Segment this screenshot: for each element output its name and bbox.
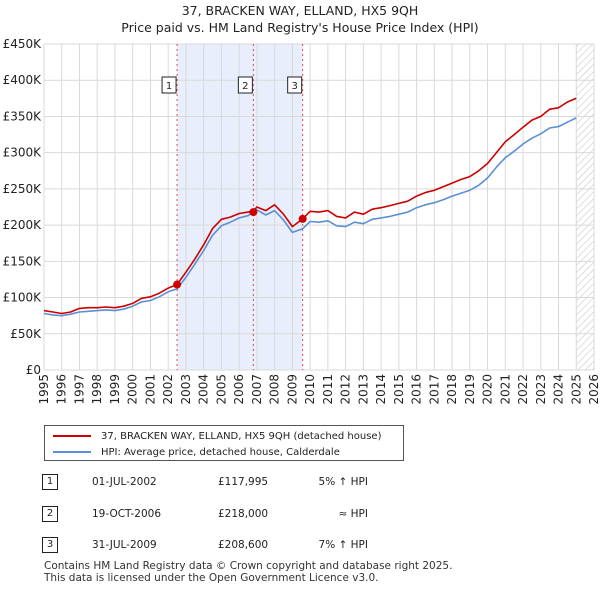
x-tick-label: 2025 (569, 374, 583, 405)
x-tick-label: 2006 (232, 374, 246, 405)
y-tick-label: £300K (3, 146, 43, 160)
transaction-marker (249, 208, 258, 217)
x-tick-label: 2017 (427, 374, 441, 405)
y-tick-label: £150K (3, 254, 43, 268)
x-tick-label: 2008 (268, 374, 282, 405)
legend: 37, BRACKEN WAY, ELLAND, HX5 9QH (detach… (44, 425, 404, 461)
x-tick-label: 2020 (481, 374, 495, 405)
transaction-row: 1 01-JUL-2002 £117,995 5% ↑ HPI (42, 474, 382, 492)
transaction-box (237, 76, 253, 94)
plot-area (44, 44, 594, 370)
y-tick-label: £0 (26, 363, 41, 377)
transaction-box (287, 76, 303, 94)
transaction-price: £117,995 (218, 476, 269, 488)
x-tick-label: 2016 (410, 374, 424, 405)
transaction-hpi: 5% ↑ HPI (318, 476, 368, 488)
transaction-box-label: 1 (166, 81, 172, 92)
x-tick-label: 2001 (143, 374, 157, 405)
x-tick-label: 2005 (214, 374, 228, 405)
x-tick-label: 2018 (445, 374, 459, 405)
x-tick-label: 2022 (516, 374, 530, 405)
price-chart: 37, BRACKEN WAY, ELLAND, HX5 9QH Price p… (3, 3, 600, 405)
transaction-number: 1 (42, 474, 58, 490)
transaction-number: 3 (42, 537, 58, 553)
x-tick-label: 2003 (179, 374, 193, 405)
legend-swatch-property (53, 435, 91, 437)
x-tick-label: 2011 (321, 374, 335, 405)
x-tick-label: 2024 (552, 374, 566, 405)
transaction-date: 31-JUL-2009 (92, 539, 157, 551)
transaction-box-label: 2 (242, 81, 248, 92)
y-tick-label: £100K (3, 291, 43, 305)
x-tick-label: 1998 (90, 374, 104, 405)
footer-copyright: Contains HM Land Registry data © Crown c… (44, 560, 453, 572)
footer: Contains HM Land Registry data © Crown c… (44, 560, 452, 584)
y-tick-label: £400K (3, 73, 43, 87)
future-hatch-region (576, 44, 594, 370)
chart-title: 37, BRACKEN WAY, ELLAND, HX5 9QH (182, 3, 419, 18)
x-tick-label: 2009 (285, 374, 299, 405)
x-tick-label: 1999 (108, 374, 122, 405)
property-series-line (43, 97, 577, 315)
x-tick-label: 2012 (339, 374, 353, 405)
legend-swatch-hpi (53, 451, 91, 453)
x-tick-label: 2002 (161, 374, 175, 405)
x-tick-label: 2013 (356, 374, 370, 405)
transaction-price: £218,000 (218, 508, 269, 520)
x-tick-label: 2014 (374, 374, 388, 405)
x-tick-label: 2019 (463, 374, 477, 405)
x-tick-label: 2015 (392, 374, 406, 405)
transaction-hpi: 7% ↑ HPI (318, 539, 368, 551)
transaction-date: 01-JUL-2002 (92, 476, 157, 488)
x-tick-label: 1997 (72, 374, 86, 405)
y-tick-label: £450K (3, 37, 43, 51)
x-tick-label: 2026 (587, 374, 600, 405)
x-tick-label: 2021 (498, 374, 512, 405)
transaction-marker (298, 214, 307, 223)
transaction-date: 19-OCT-2006 (92, 508, 161, 520)
legend-label-hpi: HPI: Average price, detached house, Cald… (101, 446, 340, 458)
transaction-marker (173, 280, 182, 289)
footer-licence: This data is licensed under the Open Gov… (44, 572, 379, 584)
x-tick-label: 1996 (55, 374, 69, 405)
legend-item-property: 37, BRACKEN WAY, ELLAND, HX5 9QH (detach… (53, 428, 381, 444)
legend-item-hpi: HPI: Average price, detached house, Cald… (53, 444, 340, 460)
transaction-row: 2 19-OCT-2006 £218,000 ≈ HPI (42, 506, 382, 524)
y-tick-label: £250K (3, 182, 43, 196)
y-tick-label: £350K (3, 109, 43, 123)
transaction-price: £208,600 (218, 539, 269, 551)
x-tick-label: 2004 (197, 374, 211, 405)
shaded-region (177, 44, 303, 370)
transaction-row: 3 31-JUL-2009 £208,600 7% ↑ HPI (42, 537, 382, 555)
y-tick-label: £200K (3, 218, 43, 232)
legend-label-property: 37, BRACKEN WAY, ELLAND, HX5 9QH (detach… (101, 430, 382, 442)
x-tick-label: 2010 (303, 374, 317, 405)
transaction-box-label: 3 (291, 81, 297, 92)
transaction-box (161, 76, 177, 94)
x-tick-label: 1995 (37, 374, 51, 405)
hpi-series-line (43, 117, 577, 317)
x-tick-label: 2007 (250, 374, 264, 405)
x-tick-label: 2000 (126, 374, 140, 405)
x-tick-label: 2023 (534, 374, 548, 405)
transaction-hpi: ≈ HPI (338, 508, 368, 520)
transaction-number: 2 (42, 506, 58, 522)
y-tick-label: £50K (10, 327, 42, 341)
chart-subtitle: Price paid vs. HM Land Registry's House … (121, 20, 478, 35)
